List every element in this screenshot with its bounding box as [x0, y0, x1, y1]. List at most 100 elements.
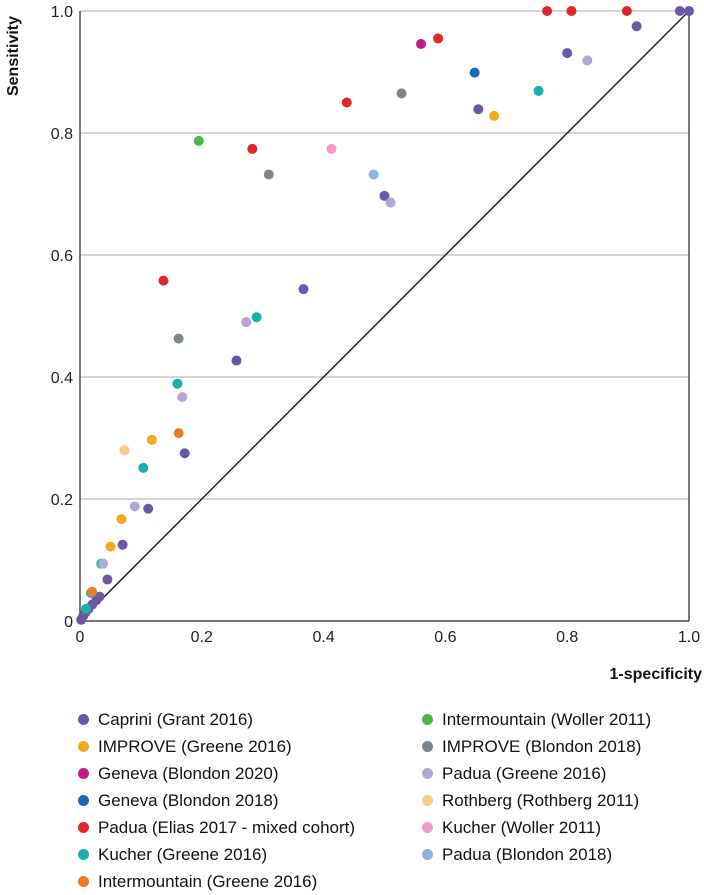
axes [79, 11, 690, 622]
x-tick-label: 0.2 [191, 629, 213, 646]
data-point [173, 428, 184, 439]
legend-item: Rothberg (Rothberg 2011) [422, 787, 651, 814]
reference-line [79, 10, 690, 622]
data-point [326, 143, 337, 154]
legend-marker-icon [78, 876, 89, 887]
legend-label: Padua (Elias 2017 - mixed cohort) [98, 817, 356, 837]
legend-label: Caprini (Grant 2016) [98, 709, 253, 729]
data-point [562, 48, 573, 59]
data-point [116, 514, 127, 525]
legend-item: Padua (Elias 2017 - mixed cohort) [78, 814, 355, 841]
legend-label: Kucher (Woller 2011) [442, 817, 602, 837]
data-point [158, 275, 169, 286]
legend-marker-icon [422, 768, 433, 779]
legend-item: Padua (Greene 2016) [422, 760, 651, 787]
legend-marker-icon [422, 741, 433, 752]
data-point [129, 501, 140, 512]
legend-marker-icon [422, 795, 433, 806]
x-axis-title: 1-specificity [610, 666, 703, 683]
y-axis-title: Sensitivity [5, 16, 22, 96]
legend-item: Intermountain (Woller 2011) [422, 706, 651, 733]
legend-label: Intermountain (Woller 2011) [442, 709, 652, 729]
y-tick-label: 0.6 [51, 248, 73, 265]
legend-marker-icon [422, 849, 433, 860]
legend-marker-icon [78, 795, 89, 806]
data-point [81, 603, 92, 614]
data-point [138, 462, 149, 473]
data-point [263, 169, 274, 180]
legend-item: IMPROVE (Greene 2016) [78, 733, 355, 760]
x-tick-label: 1.0 [678, 629, 700, 646]
x-tick-label: 0.8 [556, 629, 578, 646]
data-point [231, 355, 242, 366]
y-tick-label: 0.2 [51, 492, 73, 509]
data-points [76, 6, 694, 625]
legend-marker-icon [78, 714, 89, 725]
legend-label: Rothberg (Rothberg 2011) [442, 790, 640, 810]
data-point [146, 434, 157, 445]
tick-labels: 0 0.2 0.4 0.6 0.8 1.0 0 0.2 0.4 0.6 0.8 1.0 [51, 4, 700, 646]
legend-item: Caprini (Grant 2016) [78, 706, 355, 733]
legend-item: Kucher (Woller 2011) [422, 814, 651, 841]
legend-item: IMPROVE (Blondon 2018) [422, 733, 651, 760]
data-point [566, 6, 577, 16]
legend-label: Padua (Greene 2016) [442, 763, 607, 783]
data-point [621, 6, 632, 16]
data-point [87, 586, 98, 597]
y-tick-label: 0.4 [51, 370, 73, 387]
data-point [631, 21, 642, 32]
data-point [193, 135, 204, 146]
data-point [533, 85, 544, 96]
scatter-chart: 0 0.2 0.4 0.6 0.8 1.0 0 0.2 0.4 0.6 0.8 1.0 Sensiti… [5, 4, 703, 683]
data-point [102, 574, 113, 585]
legend-item: Intermountain (Greene 2016) [78, 868, 355, 895]
legend-label: Padua (Blondon 2018) [442, 844, 613, 864]
reference-diagonal [79, 10, 690, 622]
y-tick-label: 0 [64, 614, 73, 631]
data-point [489, 110, 500, 121]
data-point [143, 503, 154, 514]
x-tick-label: 0 [76, 629, 85, 646]
legend-label: IMPROVE (Greene 2016) [98, 736, 292, 756]
data-point [396, 88, 407, 99]
data-point [117, 539, 128, 550]
legend-label: Geneva (Blondon 2018) [98, 790, 279, 810]
data-point [433, 33, 444, 44]
data-point [385, 197, 396, 208]
legend-marker-icon [422, 822, 433, 833]
data-point [298, 284, 309, 295]
data-point [379, 190, 390, 201]
data-point [416, 38, 427, 49]
legend-column-left: Caprini (Grant 2016) IMPROVE (Greene 2016… [78, 706, 355, 895]
y-tick-label: 1.0 [51, 4, 73, 21]
legend-label: Intermountain (Greene 2016) [98, 871, 318, 891]
y-tick-label: 0.8 [51, 126, 73, 143]
legend-marker-icon [422, 714, 433, 725]
legend-item: Padua (Blondon 2018) [422, 841, 651, 868]
data-point [542, 6, 553, 16]
x-tick-label: 0.4 [312, 629, 334, 646]
data-point [241, 317, 252, 328]
data-point [173, 333, 184, 344]
data-point [98, 558, 109, 569]
data-point [251, 312, 262, 323]
data-point [105, 541, 116, 552]
x-tick-label: 0.6 [434, 629, 456, 646]
data-point [119, 445, 130, 456]
legend-label: Geneva (Blondon 2020) [98, 763, 279, 783]
data-point [94, 591, 105, 602]
data-point [582, 55, 593, 66]
grid-lines [80, 10, 689, 500]
data-point [469, 67, 480, 78]
legend-column-right: Intermountain (Woller 2011) IMPROVE (Blon… [422, 706, 651, 868]
legend-label: IMPROVE (Blondon 2018) [442, 736, 642, 756]
legend-item: Geneva (Blondon 2020) [78, 760, 355, 787]
data-point [473, 104, 484, 115]
data-point [368, 169, 379, 180]
data-point [674, 6, 685, 16]
legend-marker-icon [78, 849, 89, 860]
legend-label: Kucher (Greene 2016) [98, 844, 268, 864]
legend-item: Geneva (Blondon 2018) [78, 787, 355, 814]
data-point [177, 392, 188, 403]
legend-marker-icon [78, 822, 89, 833]
